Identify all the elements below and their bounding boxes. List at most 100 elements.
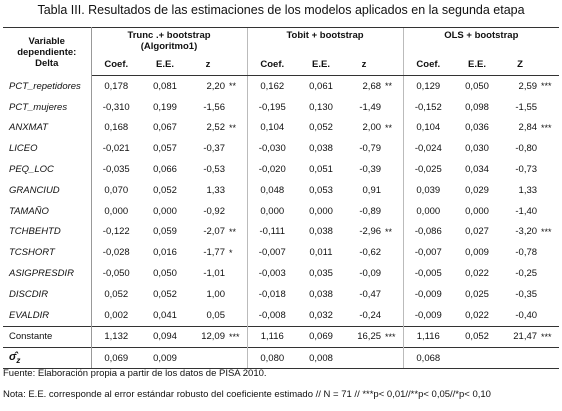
significance: ***	[541, 226, 552, 237]
column-header: Z	[501, 53, 540, 76]
cell: 0,032	[309, 309, 333, 321]
cell: 0,016	[153, 247, 177, 259]
cell: 0,039	[402, 179, 454, 201]
table-row: LICEO -0,021 0,057 -0,37 -0,030 0,038 -0,79 -0,…	[3, 138, 559, 160]
cell: -0,310	[102, 101, 130, 113]
variable-header-line: Variable	[28, 36, 65, 47]
significance	[539, 138, 559, 159]
significance: **	[385, 81, 393, 92]
cell: 21,47	[501, 325, 540, 348]
cell: 0,051	[309, 164, 333, 176]
cell: 0,022	[465, 268, 489, 280]
row-label: TCSHORT	[3, 242, 92, 264]
cell: -0,09	[359, 268, 382, 280]
header-row: Variable dependiente: Delta Trunc .+ bootst…	[3, 27, 560, 76]
significance	[383, 347, 404, 370]
table-row: TCHBEHTD -0,122 0,059 -2,07 ** -0,111 0,038 -2,…	[3, 221, 559, 243]
results-table: Variable dependiente: Delta Trunc .+ bootst…	[3, 27, 560, 370]
cell: 1,116	[402, 325, 454, 348]
row-label: DISCDIR	[3, 283, 92, 305]
cell: -0,39	[359, 164, 382, 176]
significance	[227, 159, 247, 180]
row-label: GRANCIUD	[3, 179, 92, 201]
cell: -1,01	[203, 268, 225, 280]
cell: 1,33	[206, 184, 226, 196]
cell: 2,68	[362, 80, 382, 92]
cell: 2,20	[206, 80, 226, 92]
cell: -0,40	[515, 309, 538, 321]
cell: -1,40	[515, 205, 538, 217]
cell: 0,000	[402, 200, 454, 222]
cell: 0,053	[309, 184, 333, 196]
cell: 12,09	[189, 325, 227, 348]
cell: -0,79	[359, 143, 382, 155]
cell: 0,011	[309, 247, 333, 259]
significance: ***	[539, 325, 560, 348]
variable-header: Variable dependiente: Delta	[3, 27, 92, 76]
cell: 0,027	[465, 226, 489, 238]
cell: 0,009	[141, 347, 189, 370]
cell: -0,24	[359, 309, 382, 321]
cell: 0,025	[465, 288, 489, 300]
group-header-line: OLS + bootstrap	[444, 30, 519, 41]
cell: -0,73	[515, 164, 538, 176]
cell: -1,55	[515, 101, 538, 113]
cell: 0,052	[153, 184, 177, 196]
cell: 0,000	[309, 205, 333, 217]
cell: -0,086	[402, 221, 454, 243]
row-label: PCT_mujeres	[3, 96, 92, 118]
stars-header	[539, 53, 560, 76]
cell: -0,030	[246, 138, 298, 160]
row-label: TCHBEHTD	[3, 221, 92, 243]
cell: -0,024	[402, 138, 454, 160]
table-row: ASIGPRESDIR -0,050 0,050 -1,01 -0,003 0,035 -0…	[3, 263, 559, 284]
cell: -0,028	[102, 247, 130, 259]
column-header: Coef.	[246, 53, 298, 76]
source-note: Fuente: Elaboración propia a partir de l…	[3, 368, 267, 379]
cell: -0,025	[402, 159, 454, 180]
table-title: Tabla III. Resultados de las estimacione…	[37, 3, 525, 17]
significance	[539, 97, 559, 118]
cell: 2,52	[206, 122, 226, 134]
cell: 0,059	[153, 226, 177, 238]
cell: 0,178	[104, 80, 129, 92]
cell: 0,91	[362, 184, 382, 196]
cell: -1,77	[203, 247, 225, 259]
significance	[383, 201, 403, 222]
column-header: z	[345, 53, 384, 76]
cell: 0,057	[153, 143, 177, 155]
significance	[539, 242, 559, 263]
row-label: PCT_repetidores	[3, 75, 92, 97]
cell: 0,022	[465, 309, 489, 321]
subheader-row: Coef. E.E. z Coef. E.E. z Coef. E.E. Z	[3, 53, 560, 76]
cell: 0,000	[104, 205, 129, 217]
cell: 0,080	[246, 347, 298, 370]
cell: 0,050	[153, 268, 177, 280]
cell: 0,038	[309, 226, 333, 238]
cell: 1,33	[518, 184, 538, 196]
cell: 0,048	[246, 179, 298, 201]
cell: -0,37	[203, 143, 225, 155]
significance	[227, 201, 247, 222]
significance: **	[385, 226, 393, 237]
group-header-line: (Algoritmo1)	[140, 41, 198, 52]
cell: 16,25	[345, 325, 384, 348]
significance	[227, 263, 247, 284]
significance	[227, 347, 248, 370]
cell	[345, 347, 384, 370]
significance	[227, 138, 247, 159]
cell: 2,59	[518, 80, 538, 92]
cell	[189, 347, 227, 370]
cell: -3,20	[515, 226, 538, 238]
significance: **	[229, 226, 237, 237]
table-row: ANXMAT 0,168 0,067 2,52 ** 0,104 0,052 2,00 ** 0,…	[3, 117, 559, 139]
cell: 0,035	[309, 268, 333, 280]
table-row: TAMAÑO 0,000 0,000 -0,92 0,000 0,000 -0,89 0,00…	[3, 200, 559, 222]
cell: 0,009	[465, 247, 489, 259]
significance	[539, 347, 560, 370]
row-label: LICEO	[3, 138, 92, 160]
significance	[539, 284, 559, 305]
significance	[227, 284, 247, 305]
significance	[383, 138, 403, 159]
cell: 0,052	[153, 288, 177, 300]
